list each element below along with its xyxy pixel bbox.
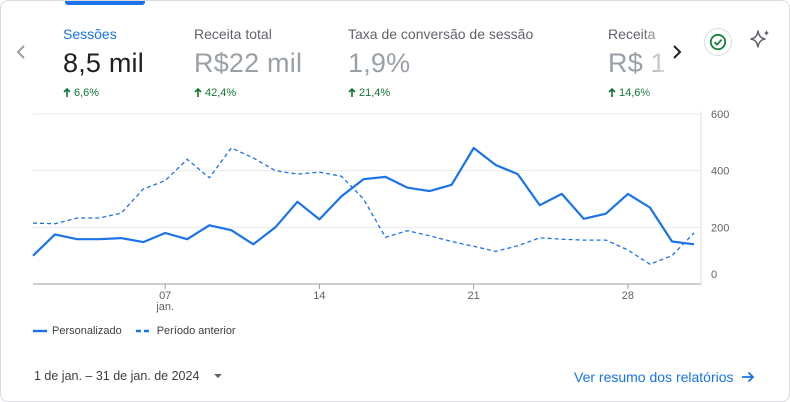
metric-change: 21,4% — [348, 87, 533, 99]
date-range-selector[interactable]: 1 de jan. – 31 de jan. de 2024 — [34, 369, 223, 383]
metric-label: Taxa de conversão de sessão — [348, 26, 534, 42]
legend-item-current[interactable]: Personalizado — [33, 325, 122, 337]
metric-value: 1,9% — [348, 48, 411, 78]
metric-change: 42,4% — [194, 87, 302, 99]
series-line-previous — [32, 147, 695, 265]
x-tick-sublabel: jan. — [155, 301, 174, 313]
insights-button[interactable] — [746, 26, 774, 54]
x-tick-label: 28 — [622, 290, 634, 302]
metric-label: Receita total — [194, 26, 272, 42]
legend-label: Período anterior — [156, 325, 236, 337]
next-metrics-button[interactable] — [665, 37, 689, 67]
legend-label: Personalizado — [52, 325, 122, 337]
metric-value: R$22 mil — [194, 48, 303, 78]
legend-item-previous[interactable]: Período anterior — [135, 325, 236, 337]
metric-change-value: 42,4% — [205, 87, 237, 99]
active-tab-indicator — [65, 1, 145, 5]
previous-metrics-button[interactable] — [9, 37, 33, 67]
y-tick-label: 600 — [711, 109, 729, 121]
check-circle-icon — [709, 33, 727, 51]
chart-grid — [33, 113, 701, 285]
y-tick-label: 0 — [711, 269, 717, 281]
x-tick-label: 21 — [468, 290, 480, 302]
arrow-up-icon — [63, 88, 71, 97]
y-tick-label: 200 — [711, 222, 729, 234]
metric-label: Sessões — [63, 26, 117, 42]
arrow-up-icon — [608, 88, 616, 97]
metric-tab-session-conversion-rate[interactable]: Taxa de conversão de sessão 1,9% 21,4% — [348, 26, 533, 99]
metric-value: 8,5 mil — [63, 48, 144, 78]
metric-tab-sessions[interactable]: Sessões 8,5 mil 6,6% — [63, 26, 144, 99]
metric-change-value: 6,6% — [74, 87, 100, 99]
chevron-right-icon — [673, 45, 682, 59]
view-reports-summary-link[interactable]: Ver resumo dos relatórios — [574, 369, 755, 385]
sparkle-icon — [750, 30, 769, 48]
chart-series — [32, 146, 695, 265]
chart-legend: Personalizado Período anterior — [33, 325, 236, 337]
x-tick-label: 14 — [313, 290, 325, 302]
metric-change: 6,6% — [63, 87, 144, 99]
dashed-line-swatch-icon — [135, 329, 152, 333]
date-range-label: 1 de jan. – 31 de jan. de 2024 — [34, 369, 200, 383]
solid-line-swatch-icon — [33, 329, 47, 333]
caret-down-icon — [214, 374, 223, 378]
arrow-right-icon — [741, 371, 754, 383]
metric-change-value: 21,4% — [359, 87, 391, 99]
chevron-left-icon — [16, 45, 25, 59]
series-line-current — [32, 146, 695, 257]
metric-tab-total-revenue[interactable]: Receita total R$22 mil 42,4% — [194, 26, 302, 99]
y-tick-label: 400 — [711, 166, 729, 178]
arrow-up-icon — [194, 88, 202, 97]
arrow-up-icon — [348, 88, 356, 97]
metrics-overflow-fade — [641, 19, 681, 105]
view-link-label: Ver resumo dos relatórios — [574, 369, 734, 385]
x-tick-label: 07 — [159, 290, 171, 302]
data-quality-status-button[interactable] — [704, 28, 732, 56]
